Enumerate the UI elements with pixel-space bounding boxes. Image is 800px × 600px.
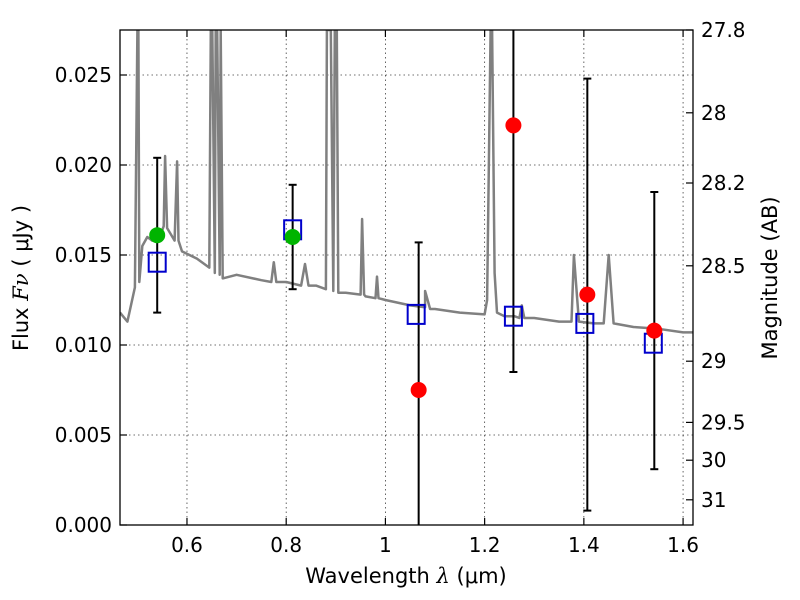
- red-data-point: [646, 322, 663, 339]
- y-tick-label: 0.025: [55, 63, 112, 87]
- y-axis-label: Flux Fν ( μJy ): [9, 205, 33, 351]
- y-tick-label: 0.015: [55, 243, 112, 267]
- y-tick-label: 0.000: [55, 513, 112, 537]
- right-tick-label: 29: [701, 349, 726, 373]
- right-axis-label: Magnitude (AB): [758, 196, 782, 359]
- plot-frame: [119, 29, 694, 526]
- plot-area: [120, 30, 693, 525]
- right-tick-label: 30: [701, 448, 726, 472]
- model-square: [503, 305, 523, 327]
- model-square: [575, 312, 595, 334]
- right-tick-label: 29.5: [701, 410, 746, 434]
- red-data-point: [410, 382, 427, 398]
- x-tick-label: 1.4: [568, 533, 600, 557]
- right-tick-label: 27.8: [701, 18, 746, 42]
- axis-ticks: 0.6 0.8 1 1.2 1.4 1.6 0.000 0.005 0.010 0.015 0.02…: [55, 18, 746, 557]
- model-square: [147, 251, 167, 273]
- x-tick-label: 0.6: [171, 533, 203, 557]
- x-tick-label: 0.8: [270, 533, 302, 557]
- x-tick-label: 1.6: [667, 533, 699, 557]
- y-tick-label: 0.005: [55, 423, 112, 447]
- y-tick-label: 0.020: [55, 153, 112, 177]
- model-square: [406, 303, 426, 325]
- right-tick-label: 28: [701, 101, 726, 125]
- x-axis-label: Wavelength λ (μm): [305, 564, 506, 588]
- x-tick-label: 1.2: [469, 533, 501, 557]
- x-tick-label: 1: [379, 533, 392, 557]
- green-data-point: [149, 227, 166, 244]
- red-data-point: [505, 117, 522, 134]
- right-tick-label: 31: [701, 488, 726, 512]
- y-tick-label: 0.010: [55, 333, 112, 357]
- green-data-point: [284, 229, 301, 245]
- right-tick-label: 28.5: [701, 254, 746, 278]
- red-data-point: [579, 286, 596, 303]
- right-tick-label: 28.2: [701, 171, 746, 195]
